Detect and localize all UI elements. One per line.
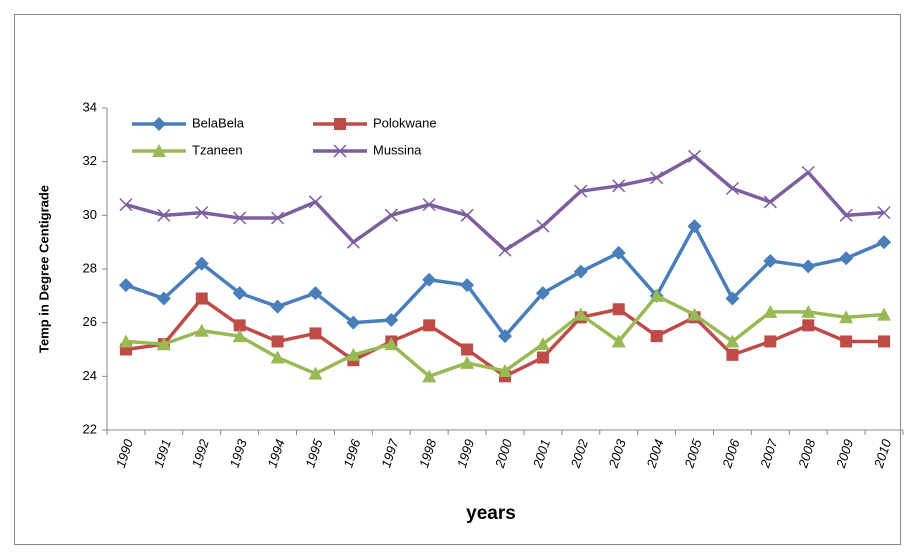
data-point <box>157 208 171 222</box>
data-point <box>725 181 739 196</box>
data-point <box>763 253 778 268</box>
data-point <box>687 219 702 234</box>
data-point <box>839 310 854 324</box>
data-point <box>650 171 664 185</box>
data-point <box>611 334 626 348</box>
data-point <box>119 198 133 212</box>
data-point <box>233 319 246 332</box>
data-point <box>346 315 361 330</box>
data-point <box>498 243 512 257</box>
data-point <box>422 198 436 212</box>
legend-label: Polokwane <box>373 115 437 130</box>
data-point <box>195 206 209 220</box>
data-point <box>423 319 436 332</box>
legend-marker <box>152 117 166 131</box>
x-axis-label: years <box>466 503 516 524</box>
data-point <box>422 272 437 287</box>
data-point <box>687 307 702 321</box>
data-point <box>574 184 588 198</box>
data-point <box>801 304 816 318</box>
data-point <box>232 329 247 343</box>
data-point <box>536 219 550 233</box>
y-tick-label: 32 <box>83 153 97 168</box>
data-point <box>725 334 740 348</box>
legend-marker <box>334 118 346 130</box>
data-point <box>460 355 475 369</box>
data-point <box>232 286 247 301</box>
data-point <box>535 286 550 301</box>
data-point <box>612 303 625 316</box>
data-point <box>498 363 512 377</box>
data-point <box>270 350 285 364</box>
y-tick-label: 34 <box>83 99 97 114</box>
data-point <box>308 286 323 301</box>
data-point <box>118 334 133 348</box>
data-point <box>764 335 777 348</box>
legend-label: Mussina <box>373 142 422 157</box>
data-point <box>535 337 550 351</box>
data-point <box>308 195 323 209</box>
data-point <box>156 291 171 306</box>
data-point <box>763 195 777 209</box>
legend-marker <box>152 144 166 157</box>
data-point <box>801 259 816 274</box>
data-point <box>839 208 853 222</box>
data-point <box>611 245 626 260</box>
legend-label: Tzaneen <box>192 142 243 157</box>
data-point <box>802 319 815 332</box>
data-point <box>194 323 209 337</box>
y-tick-label: 22 <box>83 421 97 436</box>
data-point <box>687 149 702 163</box>
data-point <box>573 264 588 279</box>
data-point <box>233 211 247 225</box>
data-point <box>384 312 399 327</box>
data-point <box>877 206 891 220</box>
y-tick-label: 28 <box>83 260 97 275</box>
data-point <box>270 299 285 314</box>
data-point <box>612 179 626 193</box>
data-point <box>384 208 398 222</box>
data-point <box>195 292 208 305</box>
y-tick-label: 26 <box>83 314 97 329</box>
legend-marker <box>333 144 347 158</box>
data-point <box>763 304 778 318</box>
data-point <box>498 329 512 344</box>
y-axis-label: Temp in Degree Centigrade <box>36 185 51 353</box>
data-point <box>461 343 474 356</box>
data-point <box>346 235 360 249</box>
data-point <box>384 337 399 351</box>
data-point <box>840 335 853 348</box>
data-point <box>460 208 474 222</box>
legend-label: BelaBela <box>192 115 245 130</box>
data-point <box>271 335 284 348</box>
data-point <box>649 288 664 302</box>
data-point <box>650 330 663 343</box>
data-point <box>460 278 475 293</box>
data-point <box>573 307 588 321</box>
data-point <box>877 307 892 321</box>
y-tick-label: 30 <box>83 207 97 222</box>
data-point <box>536 351 549 364</box>
data-point <box>878 335 891 348</box>
data-point <box>839 251 854 266</box>
data-point <box>309 327 322 340</box>
data-point <box>156 337 171 351</box>
data-point <box>194 256 209 271</box>
y-tick-label: 24 <box>83 368 97 383</box>
data-point <box>877 235 892 250</box>
data-point <box>271 211 285 225</box>
data-point <box>801 165 815 179</box>
data-point <box>422 369 437 383</box>
data-point <box>725 291 740 306</box>
data-point <box>308 366 323 380</box>
data-point <box>726 348 739 361</box>
data-point <box>346 347 361 361</box>
data-point <box>118 278 133 293</box>
